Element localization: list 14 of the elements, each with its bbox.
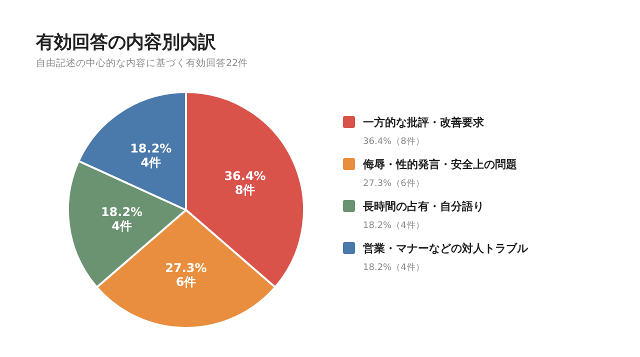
legend-label: 長時間の占有・自分語り	[362, 200, 484, 213]
text: 27.3%（6件）	[363, 178, 424, 189]
legend-label: 一方的な批評・改善要求	[363, 116, 485, 129]
chart-subtitle: 自由記述の中心的な内容に基づく有効回答22件	[36, 57, 248, 69]
text: 36.4%（8件）	[363, 136, 424, 147]
chart-title: 有効回答の内容別内訳	[35, 32, 217, 53]
data-label: 27.3% 6件	[165, 260, 207, 289]
data-label: 36.4% 8件	[224, 169, 266, 198]
data-label: 18.2% 4件	[130, 141, 172, 170]
legend-label: 営業・マナーなどの対人トラブル	[363, 242, 529, 255]
legend-label: 侮辱・性的発言・安全上の問題	[362, 158, 517, 171]
data-label: 18.2% 4件	[100, 205, 143, 234]
text: 18.2%（4件）	[363, 262, 424, 273]
text: 18.2%（4件）	[363, 220, 424, 231]
